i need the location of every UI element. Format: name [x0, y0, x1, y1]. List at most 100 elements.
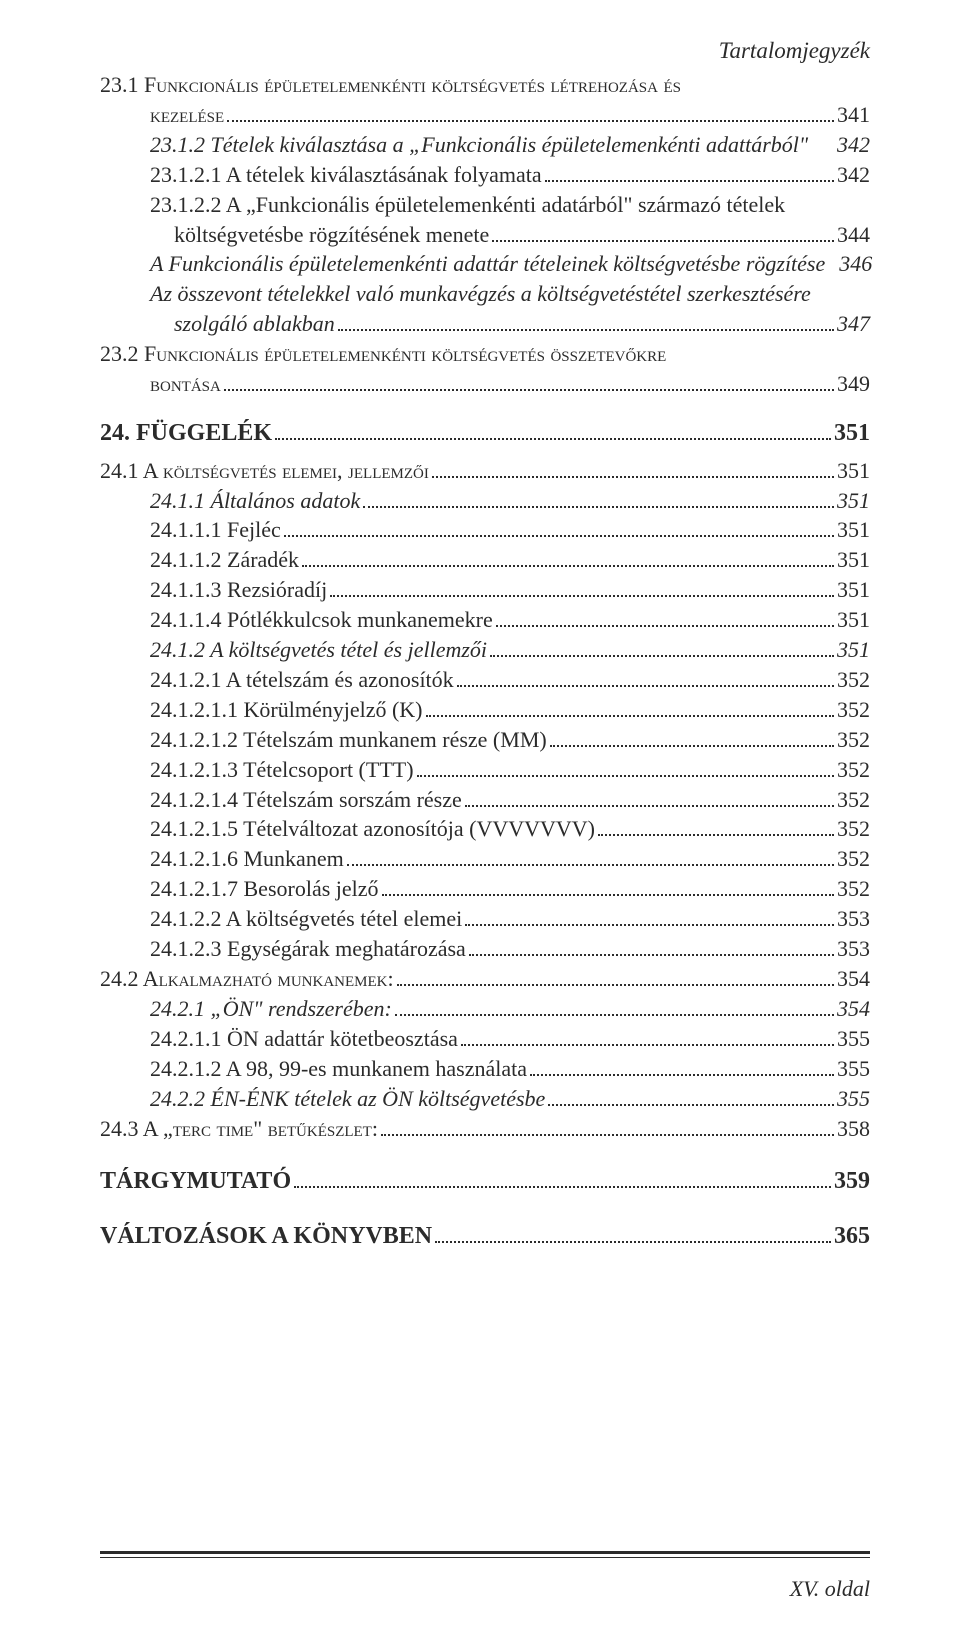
toc-page: 355	[837, 1054, 870, 1084]
toc-row: 24.1.1.3 Rezsióradíj351	[100, 575, 870, 605]
toc-leader	[381, 1134, 834, 1136]
toc-label: 24.1.2.1.5 Tételváltozat azonosítója (VV…	[150, 814, 595, 844]
toc-label: 24.1.1.1 Fejléc	[150, 515, 281, 545]
toc-label: 24.1.1.3 Rezsióradíj	[150, 575, 327, 605]
toc-label: 24.1 A költségvetés elemei, jellemzői	[100, 456, 429, 486]
toc-row: 24.1.1.2 Záradék 351	[100, 545, 870, 575]
toc-row: 24.2.1.2 A 98, 99-es munkanem használata…	[100, 1054, 870, 1084]
toc-label: Az összevont tételekkel való munkavégzés…	[150, 279, 811, 309]
toc-leader	[382, 894, 834, 896]
toc-label: 24.3 A „terc time" betűkészlet:	[100, 1114, 378, 1144]
toc-page: 354	[837, 964, 870, 994]
toc-page: 353	[837, 904, 870, 934]
toc-page: 352	[837, 874, 870, 904]
toc-leader	[426, 715, 835, 717]
toc-leader	[302, 565, 834, 567]
toc-leader	[432, 476, 834, 478]
toc-leader	[457, 685, 834, 687]
toc-label: 24.1.1.2 Záradék	[150, 545, 299, 575]
toc-page: 365	[834, 1220, 870, 1253]
toc-page: 352	[837, 665, 870, 695]
toc-label: költségvetésbe rögzítésének menete	[174, 220, 489, 250]
toc-leader	[363, 506, 834, 508]
toc-label: 24.1.2.1.4 Tételszám sorszám része	[150, 785, 462, 815]
toc-label: 24.2.1.2 A 98, 99-es munkanem használata	[150, 1054, 527, 1084]
toc-page: 347	[837, 309, 870, 339]
toc-row: 24.3 A „terc time" betűkészlet: 358	[100, 1114, 870, 1144]
table-of-contents: 23.1 Funkcionális épületelemenkénti költ…	[100, 70, 870, 1253]
toc-row: 24.1.2.1.2 Tételszám munkanem része (MM)…	[100, 725, 870, 755]
toc-label: kezelése	[150, 100, 224, 130]
toc-leader	[284, 535, 834, 537]
toc-leader	[496, 625, 834, 627]
toc-row: bontása 349	[100, 369, 870, 399]
toc-label: bontása	[150, 369, 221, 399]
toc-leader	[545, 180, 834, 182]
toc-label: 24.1.2.1.2 Tételszám munkanem része (MM)	[150, 725, 547, 755]
toc-label: 24. FÜGGELÉK	[100, 417, 272, 450]
toc-row: 23.1.2 Tételek kiválasztása a „Funkcioná…	[100, 130, 870, 160]
toc-leader	[465, 924, 834, 926]
toc-page: 352	[837, 695, 870, 725]
toc-label: 24.1.1 Általános adatok	[150, 486, 360, 516]
toc-row: Az összevont tételekkel való munkavégzés…	[100, 279, 870, 309]
toc-row: 24.1.2.1.4 Tételszám sorszám része352	[100, 785, 870, 815]
toc-page: 346	[839, 249, 872, 279]
toc-leader	[227, 120, 834, 122]
toc-label: 23.1.2.1 A tételek kiválasztásának folya…	[150, 160, 542, 190]
toc-row: 24.1.2.3 Egységárak meghatározása353	[100, 934, 870, 964]
toc-label: 24.1.2 A költségvetés tétel és jellemzői	[150, 635, 487, 665]
toc-leader	[330, 595, 834, 597]
toc-label: 23.1 Funkcionális épületelemenkénti költ…	[100, 70, 681, 100]
toc-page: 352	[837, 844, 870, 874]
toc-page: 342	[837, 160, 870, 190]
toc-row: 24.1.2.1.5 Tételváltozat azonosítója (VV…	[100, 814, 870, 844]
toc-page: 353	[837, 934, 870, 964]
toc-row: VÁLTOZÁSOK A KÖNYVBEN365	[100, 1220, 870, 1253]
toc-row: 24.1.2 A költségvetés tétel és jellemzői…	[100, 635, 870, 665]
toc-leader	[465, 805, 834, 807]
toc-leader	[347, 864, 834, 866]
toc-label: 24.1.2.1.1 Körülményjelző (K)	[150, 695, 423, 725]
page-footer: XV. oldal	[100, 1551, 870, 1602]
toc-label: TÁRGYMUTATÓ	[100, 1165, 291, 1198]
toc-row: 23.2 Funkcionális épületelemenkénti költ…	[100, 339, 870, 369]
toc-page: 351	[837, 456, 870, 486]
toc-row: A Funkcionális épületelemenkénti adattár…	[100, 249, 870, 279]
toc-page: 349	[837, 369, 870, 399]
toc-label: 24.1.2.1.7 Besorolás jelző	[150, 874, 379, 904]
toc-page: 351	[837, 605, 870, 635]
toc-label: 23.2 Funkcionális épületelemenkénti költ…	[100, 339, 666, 369]
toc-label: 24.2.2 ÉN-ÉNK tételek az ÖN költségvetés…	[150, 1084, 545, 1114]
page-number: XV. oldal	[100, 1576, 870, 1602]
toc-leader	[469, 954, 834, 956]
toc-row: 24.1.2.1.3 Tételcsoport (TTT)352	[100, 755, 870, 785]
toc-page: 351	[837, 545, 870, 575]
toc-leader	[224, 389, 834, 391]
footer-rule-heavy	[100, 1551, 870, 1554]
toc-row: 24.1.2.2 A költségvetés tétel elemei353	[100, 904, 870, 934]
toc-row: szolgáló ablakban347	[100, 309, 870, 339]
toc-row: 24.1 A költségvetés elemei, jellemzői 351	[100, 456, 870, 486]
toc-page: 355	[837, 1084, 870, 1114]
toc-page: 352	[837, 814, 870, 844]
toc-leader	[461, 1044, 834, 1046]
toc-page: 351	[837, 635, 870, 665]
toc-label: 24.1.2.1 A tételszám és azonosítók	[150, 665, 454, 695]
toc-page: 352	[837, 755, 870, 785]
toc-row: 24.2.1 „ÖN" rendszerében:354	[100, 994, 870, 1024]
toc-leader	[492, 240, 834, 242]
toc-page: 351	[837, 486, 870, 516]
toc-page: 355	[837, 1024, 870, 1054]
toc-leader	[548, 1104, 834, 1106]
toc-row: 24.1.1.1 Fejléc351	[100, 515, 870, 545]
toc-page: 344	[837, 220, 870, 250]
toc-leader	[397, 984, 834, 986]
toc-page: 354	[837, 994, 870, 1024]
toc-row: 23.1.2.1 A tételek kiválasztásának folya…	[100, 160, 870, 190]
toc-page: 358	[837, 1114, 870, 1144]
toc-row: 24.2.1.1 ÖN adattár kötetbeosztása355	[100, 1024, 870, 1054]
toc-label: 23.1.2.2 A „Funkcionális épületelemenkén…	[150, 190, 785, 220]
footer-rule-light	[100, 1557, 870, 1558]
toc-leader	[275, 438, 831, 440]
